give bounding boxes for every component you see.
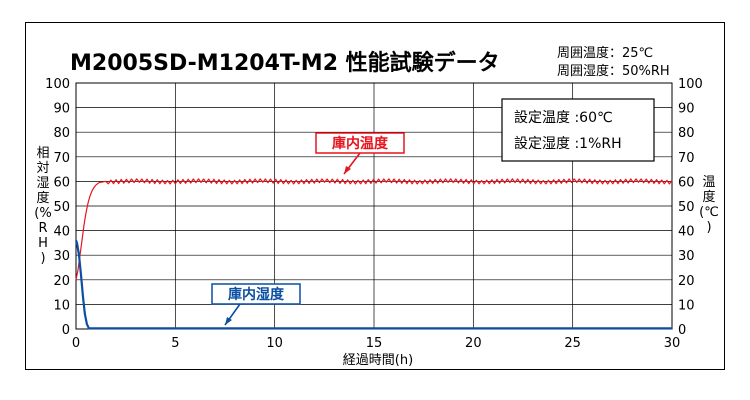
x-tick-label: 5: [171, 336, 179, 351]
y-left-tick-label: 50: [53, 200, 70, 215]
y-left-axis-label-char: 対: [36, 161, 49, 176]
y-left-tick-label: 70: [53, 151, 70, 166]
y-right-tick-label: 60: [678, 175, 695, 190]
x-tick-label: 0: [72, 336, 80, 351]
x-tick-label: 10: [266, 336, 283, 351]
y-right-tick-label: 90: [678, 102, 695, 117]
y-right-tick-label: 100: [678, 77, 703, 92]
ambient-humidity: 周囲湿度：50%RH: [557, 63, 670, 79]
y-left-axis-label-char: 相: [36, 146, 49, 161]
set-temp: 設定温度 :60℃: [514, 110, 613, 126]
y-left-axis-label-char: 湿: [36, 176, 49, 191]
y-left-tick-label: 30: [53, 249, 70, 264]
humidity-label: 庫内湿度: [228, 286, 285, 303]
y-right-tick-label: 70: [678, 151, 695, 166]
y-left-tick-label: 90: [53, 102, 70, 117]
y-right-tick-label: 20: [678, 274, 695, 289]
y-left-tick-label: 60: [53, 175, 70, 190]
y-right-tick-label: 50: [678, 200, 695, 215]
humidity-label-arrowhead: [225, 317, 232, 325]
series-line-humidity: [74, 239, 672, 330]
x-tick-label: 15: [366, 336, 383, 351]
chart-frame: 0 5 10 15 20 25 30 0 0 10 10 20 20 30 30 40 40 50 50 60 60 70…: [25, 22, 725, 370]
temperature-label-box: [315, 132, 405, 154]
y-left-tick-label: 100: [45, 77, 70, 92]
x-tick-label: 20: [465, 336, 482, 351]
y-right-tick-label: 30: [678, 249, 695, 264]
x-tick-label: 30: [664, 336, 681, 351]
y-left-axis-label-char: 度: [36, 190, 49, 206]
settings-box: 設定温度 :60℃ 設定湿度 :1%RH: [501, 98, 655, 162]
y-right-axis-label-char: 度: [702, 189, 715, 205]
y-right-tick-label: 0: [678, 323, 686, 338]
chart-title: M2005SD-M1204T-M2 性能試験データ: [70, 50, 500, 76]
y-left-tick-label: 10: [53, 298, 70, 313]
ambient-temp: 周囲温度：25℃: [557, 45, 653, 61]
y-right-axis-label-char: 温: [702, 175, 715, 190]
y-left-axis-label-char: ): [40, 251, 45, 266]
humidity-label-box: [211, 283, 301, 305]
temperature-label-arrowhead: [344, 166, 351, 174]
y-left-axis-label-char: R: [38, 221, 47, 236]
y-right-tick-label: 10: [678, 298, 695, 313]
x-tick-label: 25: [564, 336, 581, 351]
y-right-tick-label: 80: [678, 126, 695, 141]
y-right-axis-label-char: (℃: [699, 205, 719, 220]
set-humidity: 設定湿度 :1%RH: [514, 136, 622, 152]
y-left-axis-label-char: (%: [34, 206, 51, 221]
temperature-label: 庫内温度: [332, 135, 389, 152]
y-left-tick-label: 80: [53, 126, 70, 141]
y-right-axis-label-char: ): [706, 220, 711, 235]
y-left-tick-label: 20: [53, 274, 70, 289]
x-axis-label: 経過時間(h): [343, 353, 413, 368]
y-left-tick-label: 40: [53, 225, 70, 240]
series-line-temperature: [75, 178, 673, 280]
y-right-tick-label: 40: [678, 225, 695, 240]
y-left-tick-label: 0: [62, 323, 70, 338]
y-left-axis-label-char: H: [38, 236, 48, 251]
